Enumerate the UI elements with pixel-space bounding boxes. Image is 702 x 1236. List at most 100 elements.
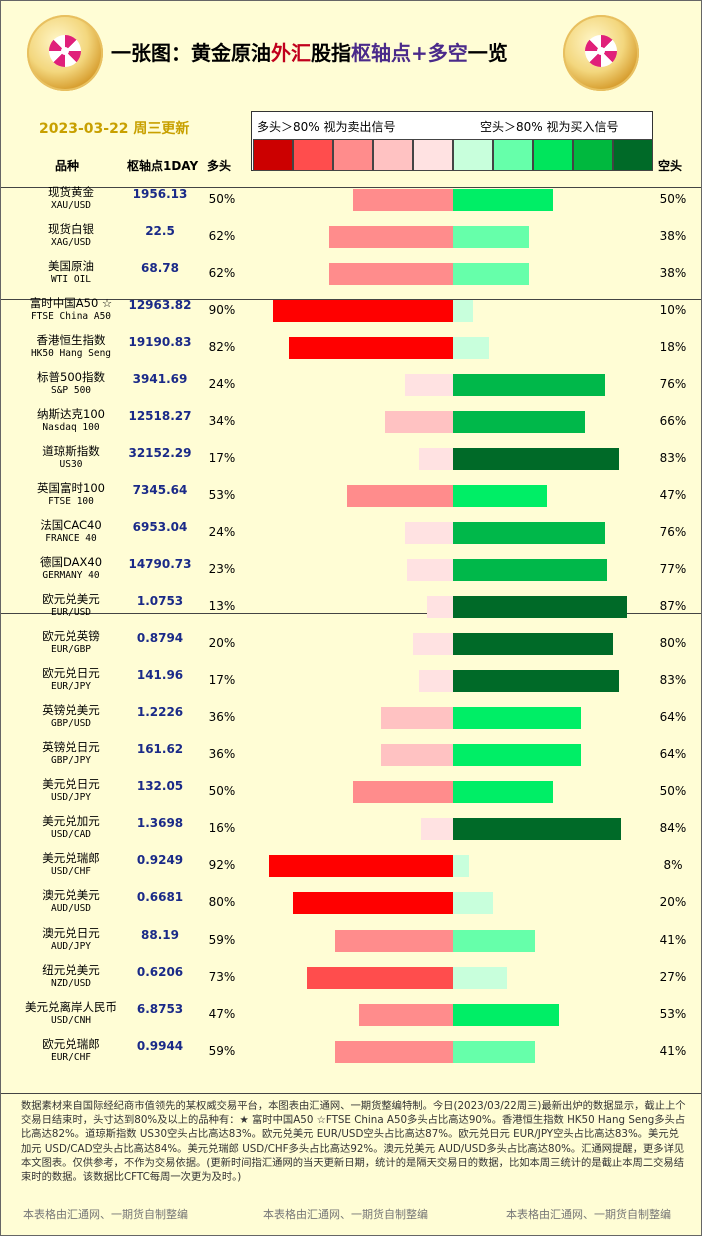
long-percent: 80% — [208, 895, 236, 910]
short-percent: 38% — [659, 265, 687, 280]
legend-swatch — [493, 139, 533, 171]
header-long: 多头 — [207, 159, 232, 173]
instrument-code: NZD/USD — [50, 977, 92, 989]
instrument-code: EUR/USD — [50, 607, 92, 619]
long-bar — [329, 225, 453, 248]
pivot-value: 132.05 — [136, 779, 184, 794]
table-row: 欧元兑瑞郎 EUR/CHF 0.9944 59% 41% — [1, 1034, 701, 1071]
long-percent: 24% — [208, 524, 236, 539]
long-percent: 53% — [208, 487, 236, 502]
instrument-code: S&P 500 — [50, 384, 92, 396]
short-bar — [453, 336, 489, 359]
short-bar — [453, 929, 535, 952]
short-bar — [453, 410, 585, 433]
long-percent: 47% — [208, 1006, 236, 1021]
logo-left — [27, 15, 103, 91]
table-row: 澳元兑日元 AUD/JPY 88.19 59% 41% — [1, 923, 701, 960]
instrument-code: EUR/CHF — [50, 1051, 92, 1063]
long-bar — [269, 855, 453, 878]
legend-long-text: 多头＞80% 视为卖出信号 — [257, 120, 396, 134]
short-bar — [453, 559, 607, 581]
short-bar — [453, 484, 547, 507]
instrument-code: GERMANY 40 — [42, 570, 100, 581]
long-percent: 90% — [208, 302, 236, 317]
long-bar — [335, 1040, 453, 1063]
pivot-value: 0.9944 — [136, 1038, 184, 1053]
legend-swatch — [413, 139, 453, 171]
long-percent: 13% — [208, 599, 236, 614]
signal-legend: 多头＞80% 视为卖出信号 空头＞80% 视为买入信号 — [251, 111, 653, 171]
table-row: 现货黄金 XAU/USD 1956.13 50% 50% — [1, 182, 701, 219]
table-row: 英镑兑美元 GBP/USD 1.2226 36% 64% — [1, 700, 701, 737]
long-bar — [353, 781, 453, 804]
instrument-name: 英镑兑日元 — [42, 740, 100, 755]
legend-swatch — [613, 139, 653, 171]
instrument-code: FTSE China A50 — [30, 310, 112, 322]
short-bar — [453, 855, 469, 878]
long-percent: 36% — [208, 710, 236, 725]
instrument-code: XAU/USD — [50, 199, 92, 211]
long-bar — [419, 670, 453, 693]
instrument-code: US30 — [59, 458, 83, 470]
pivot-value: 3941.69 — [132, 371, 188, 386]
short-bar — [453, 373, 605, 396]
pivot-value: 0.6681 — [136, 890, 184, 905]
short-percent: 83% — [659, 450, 687, 465]
long-bar — [347, 484, 453, 507]
table-row: 富时中国A50 ☆ FTSE China A50 12963.82 90% 10% — [1, 293, 701, 330]
short-bar — [453, 1003, 559, 1026]
instrument-name: 欧元兑日元 — [42, 666, 100, 681]
long-percent: 50% — [208, 191, 236, 206]
long-percent: 59% — [208, 932, 236, 947]
table-header: 品种 枢轴点1DAY 多头 空头 — [1, 151, 701, 187]
instrument-name: 美国原油 — [48, 258, 94, 273]
instrument-name: 英镑兑美元 — [42, 703, 100, 718]
instrument-name: 香港恒生指数 — [36, 332, 106, 347]
short-bar — [453, 447, 619, 470]
table-row: 美元兑日元 USD/JPY 132.05 50% 50% — [1, 774, 701, 811]
table-row: 现货白银 XAG/USD 22.5 62% 38% — [1, 219, 701, 256]
instrument-code: USD/CAD — [50, 829, 92, 841]
long-percent: 62% — [208, 228, 236, 243]
instrument-name: 标普500指数 — [37, 369, 105, 384]
table-row: 美元兑加元 USD/CAD 1.3698 16% 84% — [1, 811, 701, 848]
instrument-code: HK50 Hang Seng — [30, 347, 112, 359]
table-row: 美元兑瑞郎 USD/CHF 0.9249 92% 8% — [1, 848, 701, 885]
legend-swatch — [453, 139, 493, 171]
long-percent: 59% — [208, 1043, 236, 1058]
long-percent: 62% — [208, 265, 236, 280]
pivot-value: 6.8753 — [136, 1001, 184, 1016]
long-percent: 17% — [208, 673, 236, 688]
instrument-name: 德国DAX40 — [39, 555, 103, 569]
short-percent: 8% — [663, 858, 683, 873]
table-row: 德国DAX40 GERMANY 40 14790.73 23% 77% — [1, 552, 701, 589]
short-bar — [453, 818, 621, 841]
table-row: 欧元兑美元 EUR/USD 1.0753 13% 87% — [1, 589, 701, 626]
short-bar — [453, 1040, 535, 1063]
instrument-code: GBP/USD — [50, 718, 92, 730]
instrument-code: GBP/JPY — [50, 755, 92, 767]
table-row: 法国CAC40 FRANCE 40 6953.04 24% 76% — [1, 515, 701, 552]
long-bar — [359, 1003, 453, 1026]
instrument-name: 美元兑离岸人民币 — [25, 999, 117, 1014]
instrument-name: 现货黄金 — [48, 184, 94, 199]
long-bar — [413, 633, 453, 656]
short-bar — [453, 225, 529, 248]
short-bar — [453, 707, 581, 730]
footer-mark: 本表格由汇通网、一期货自制整编 — [23, 1208, 188, 1221]
pivot-value: 141.96 — [136, 668, 184, 683]
long-percent: 20% — [208, 636, 236, 651]
short-percent: 20% — [659, 895, 687, 910]
short-percent: 87% — [659, 599, 687, 614]
legend-swatch — [533, 139, 573, 171]
long-percent: 17% — [208, 450, 236, 465]
instrument-code: Nasdaq 100 — [42, 421, 100, 433]
long-percent: 82% — [208, 339, 236, 354]
short-bar — [453, 781, 553, 804]
long-percent: 50% — [208, 784, 236, 799]
chart-title: 一张图：黄金原油外汇股指枢轴点+多空一览 — [111, 41, 508, 65]
short-bar — [453, 670, 619, 693]
short-bar — [453, 188, 553, 211]
footer-mark: 本表格由汇通网、一期货自制整编 — [506, 1208, 671, 1221]
